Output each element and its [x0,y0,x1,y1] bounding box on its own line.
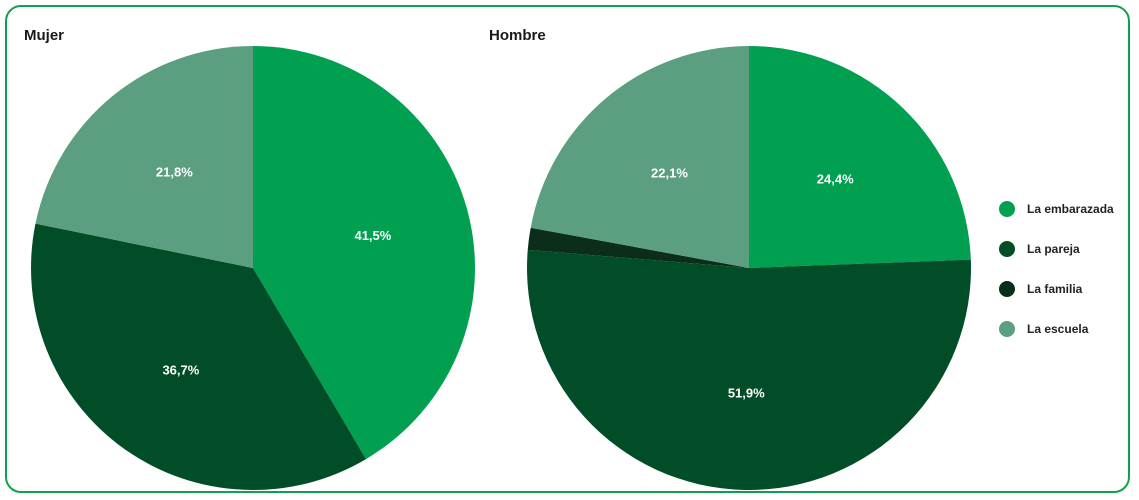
chart-frame [5,5,1130,493]
pie-slice-la-pareja [30,223,367,491]
pie-data-label: 21,8% [156,165,193,180]
legend-item-la-familia: La familia [999,269,1114,309]
legend-item-la-embarazada: La embarazada [999,189,1114,229]
pie-slice-la-embarazada [253,46,476,460]
legend-label: La familia [1027,282,1083,296]
pie-data-label: 51,9% [728,385,765,400]
pie-mujer: 41,5% 36,7% 21,8% [30,46,476,491]
pie-hombre: 24,4% 51,9% 22,1% [527,46,972,490]
pie-data-label: 22,1% [651,165,688,180]
pie-slice-la-escuela [35,46,253,268]
legend-label: La embarazada [1027,202,1114,216]
pie-slice-la-familia [527,227,749,268]
legend-swatch [999,201,1015,217]
legend-swatch [999,241,1015,257]
legend-label: La escuela [1027,322,1089,336]
legend-swatch [999,321,1015,337]
legend: La embarazada La pareja La familia La es… [999,189,1114,349]
pie-data-label: 36,7% [162,362,199,377]
pie-data-label: 41,5% [354,228,391,243]
legend-item-la-escuela: La escuela [999,309,1114,349]
legend-swatch [999,281,1015,297]
pie-title-mujer: Mujer [24,27,65,44]
legend-item-la-pareja: La pareja [999,229,1114,269]
pie-title-hombre: Hombre [489,27,546,44]
pie-slice-la-embarazada [749,46,971,268]
pie-slice-la-escuela [530,46,749,268]
legend-label: La pareja [1027,242,1080,256]
pie-slice-la-pareja [527,249,972,490]
pie-data-label: 24,4% [817,171,854,186]
